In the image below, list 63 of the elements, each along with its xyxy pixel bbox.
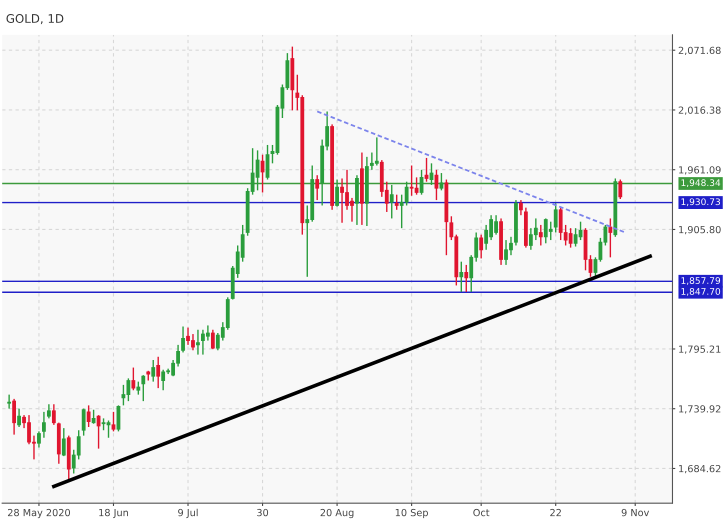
candlestick — [315, 174, 320, 201]
y-tick-label: 1,684.62 — [679, 464, 720, 474]
candlestick — [464, 264, 468, 293]
candlestick — [131, 366, 136, 391]
y-tick-label: 1,795.21 — [679, 345, 720, 354]
candlestick — [430, 162, 434, 186]
y-tick-label: 2,016.38 — [678, 106, 721, 115]
candlestick — [266, 144, 270, 180]
candlestick — [210, 329, 215, 350]
candlestick — [82, 408, 86, 436]
candlestick — [116, 404, 120, 432]
chart-title: GOLD, 1D — [6, 14, 64, 24]
candlestick — [335, 178, 339, 208]
candlestick — [37, 430, 41, 448]
candlestick — [424, 157, 428, 182]
candlestick — [608, 218, 612, 258]
x-tick-label: 20 Aug — [320, 508, 354, 518]
x-tick-label: 22 — [550, 508, 561, 516]
candlestick — [7, 394, 12, 410]
candlestick — [96, 414, 100, 450]
candlestick — [196, 329, 200, 356]
ref-line-label: 1,930.73 — [682, 198, 720, 206]
candlestick — [618, 178, 622, 200]
candlestick — [459, 260, 464, 293]
y-tick-label: 2,071.68 — [678, 46, 721, 56]
candlestick — [394, 194, 399, 210]
ref-line-label: 1,948.34 — [682, 179, 720, 188]
x-tick-label: 9 Nov — [622, 508, 650, 516]
candlestick — [420, 169, 424, 196]
ref-line-label: 1,847.70 — [682, 288, 720, 296]
candlestick — [46, 404, 51, 420]
ref-line-label: 1,857.79 — [682, 277, 720, 285]
x-tick-label: 9 Jul — [178, 508, 198, 518]
candlestick — [260, 154, 264, 194]
candlestick — [440, 172, 444, 192]
y-tick-label: 1,739.92 — [679, 405, 720, 414]
candlestick — [554, 202, 558, 234]
y-tick-label: 1,961.09 — [679, 166, 721, 175]
candlestick — [434, 169, 438, 201]
x-tick-label: Oct — [473, 508, 490, 516]
candlestick — [92, 409, 96, 424]
x-tick-label: 18 Jun — [99, 508, 128, 518]
candlestick — [538, 224, 543, 246]
candlestick — [12, 398, 16, 436]
candlestick — [479, 234, 484, 260]
candlestick — [181, 326, 185, 354]
candlestick — [519, 199, 523, 216]
candlestick — [112, 411, 116, 432]
candlestick — [156, 356, 160, 389]
candlestick — [136, 380, 140, 396]
candlestick — [62, 427, 66, 457]
y-tick-label: 1,905.80 — [679, 226, 721, 234]
candlestick — [390, 184, 394, 220]
candlestick — [52, 404, 56, 426]
x-tick-label: 28 May 2020 — [8, 508, 70, 518]
x-tick-label: 30 — [257, 508, 268, 516]
candlestick — [141, 374, 146, 402]
candlestick — [146, 370, 150, 382]
candlestick — [42, 411, 46, 438]
candlestick — [151, 359, 156, 382]
x-tick-label: 10 Sep — [396, 508, 428, 518]
candlestick — [86, 404, 91, 428]
candlestick — [17, 408, 21, 428]
